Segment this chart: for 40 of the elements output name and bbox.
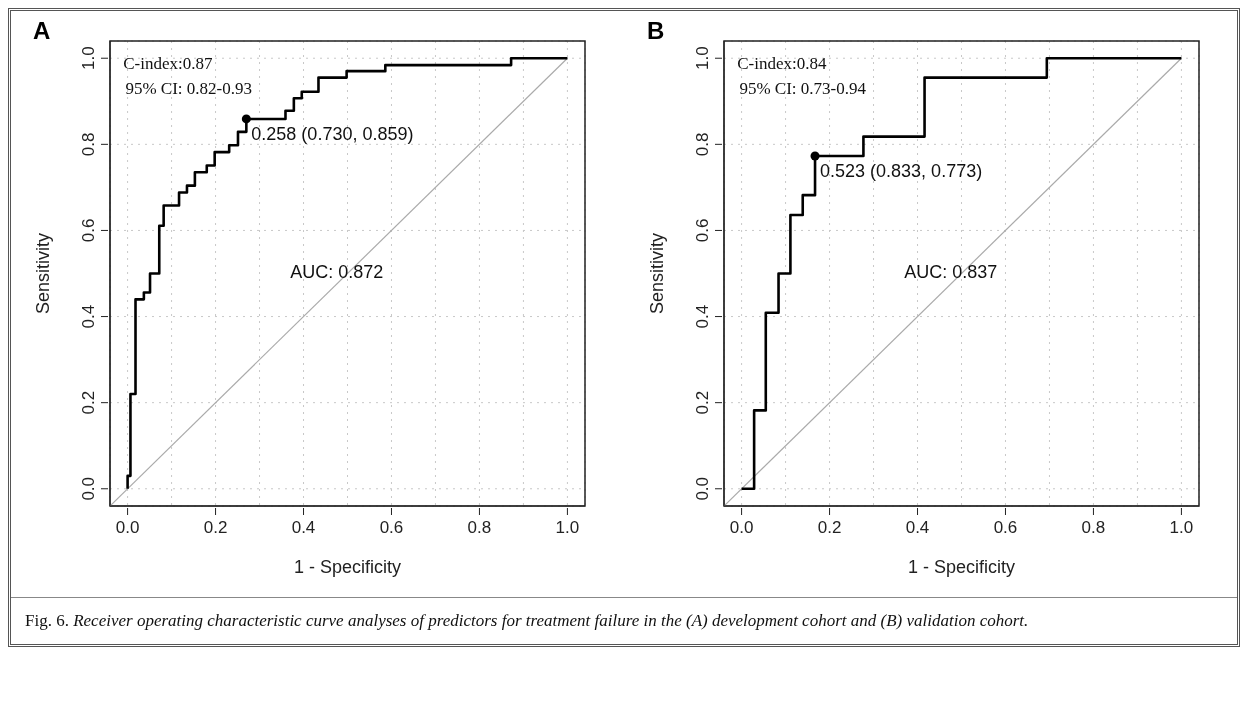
y-tick-label: 0.2 (693, 390, 712, 415)
annotation: AUC: 0.837 (904, 262, 998, 283)
y-tick-label: 0.0 (79, 476, 98, 501)
y-axis-title: Sensitivity (33, 232, 54, 315)
y-tick-label: 0.6 (79, 218, 98, 243)
x-axis-title: 1 - Specificity (293, 557, 402, 577)
y-tick-label: 0.4 (693, 304, 712, 329)
y-tick-label: 0.4 (79, 304, 98, 329)
x-tick-label: 0.4 (905, 518, 930, 537)
chart-title: B (647, 17, 665, 45)
x-tick-label: 0.2 (817, 518, 842, 537)
annotation: C-index:0.87 (123, 53, 213, 73)
chart-title: A (33, 17, 51, 45)
caption: Fig. 6. (25, 611, 70, 630)
annotation: 0.258 (0.730, 0.859) (251, 123, 414, 144)
x-tick-label: 1.0 (1169, 518, 1194, 537)
x-tick-label: 0.6 (379, 518, 404, 537)
x-tick-label: 0.4 (291, 518, 316, 537)
annotation: 95% CI: 0.82-0.93 (125, 79, 252, 99)
annotation: AUC: 0.872 (290, 262, 384, 283)
y-axis-title: Sensitivity (647, 232, 668, 315)
y-tick-label: 0.2 (79, 390, 98, 415)
x-tick-label: 0.2 (203, 518, 228, 537)
x-tick-label: 0.0 (729, 518, 754, 537)
y-tick-label: 0.8 (79, 132, 98, 157)
x-axis-title: 1 - Specificity (907, 557, 1016, 577)
x-tick-label: 1.0 (555, 518, 580, 537)
x-tick-label: 0.6 (993, 518, 1018, 537)
y-tick-label: 0.8 (693, 132, 712, 157)
annotation: C-index:0.84 (737, 53, 827, 73)
text: Receiver operating characteristic curve analyses of predictors for treatment failure in the (A) development cohort and (B) validation cohort. (73, 611, 1029, 630)
y-tick-label: 1.0 (693, 46, 712, 71)
x-tick-label: 0.8 (1081, 518, 1106, 537)
x-tick-label: 0.8 (467, 518, 492, 537)
annotation: 0.523 (0.833, 0.773) (820, 160, 983, 181)
annotation: 95% CI: 0.73-0.94 (739, 79, 867, 99)
y-tick-label: 0.6 (693, 218, 712, 243)
y-tick-label: 1.0 (79, 46, 98, 71)
x-tick-label: 0.0 (115, 518, 140, 537)
y-tick-label: 0.0 (693, 476, 712, 501)
